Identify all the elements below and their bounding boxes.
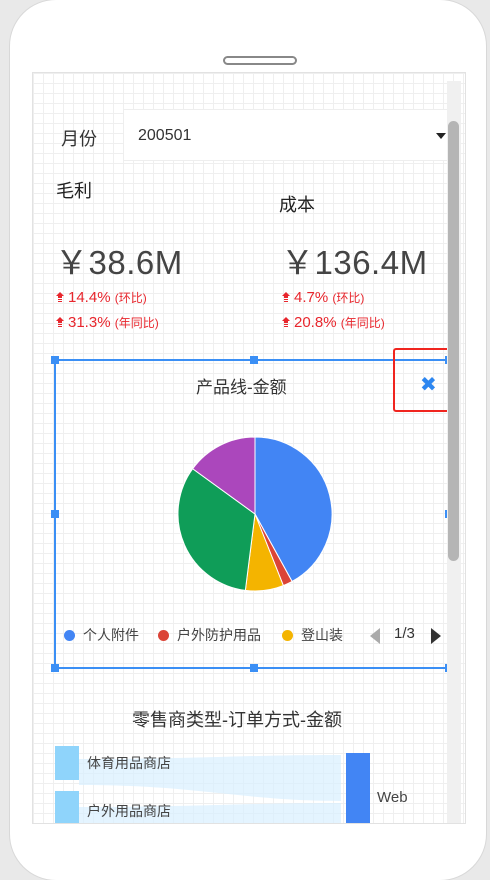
metric-title-cost: 成本	[279, 195, 315, 215]
metric-mom-gross-profit: 14.4% (环比)	[56, 289, 147, 306]
resize-handle-sw[interactable]	[51, 664, 59, 672]
pie-chart-widget[interactable]: 产品线-金额 ✖ 个人附件 户外防护用品 登山装 1/3	[51, 356, 453, 672]
yoy-label: (年同比)	[340, 316, 385, 330]
pie-slice[interactable]	[254, 436, 333, 583]
sankey-title: 零售商类型-订单方式-金额	[132, 710, 342, 730]
legend-item[interactable]: 个人附件	[64, 625, 139, 645]
up-arrow-icon	[56, 292, 64, 302]
legend-dot	[282, 630, 293, 641]
yoy-label: (年同比)	[114, 316, 159, 330]
legend-label: 登山装	[301, 627, 343, 643]
metric-yoy-gross-profit: 31.3% (年同比)	[56, 314, 159, 331]
chevron-down-icon[interactable]	[436, 133, 446, 139]
legend-pager: 1/3	[394, 625, 415, 642]
sankey-node[interactable]	[55, 791, 79, 824]
yoy-value: 31.3%	[68, 314, 111, 331]
sankey-right-label: Web	[377, 789, 408, 806]
pie-slice[interactable]	[177, 468, 256, 591]
resize-handle-nw[interactable]	[51, 356, 59, 364]
legend-item[interactable]: 户外防护用品	[158, 625, 261, 645]
sankey-node[interactable]	[346, 753, 370, 824]
legend-item[interactable]: 登山装	[282, 625, 378, 645]
legend-label: 户外防护用品	[177, 627, 261, 643]
resize-handle-w[interactable]	[51, 510, 59, 518]
mom-value: 14.4%	[68, 289, 111, 306]
metric-value-cost: ￥136.4M	[281, 244, 428, 281]
scrollbar-thumb[interactable]	[448, 121, 459, 561]
speaker-slot	[223, 56, 297, 65]
up-arrow-icon	[282, 292, 290, 302]
legend-dot	[158, 630, 169, 641]
dashboard-content: 月份 200501 毛利 ￥38.6M 14.4% (环比) 31.3% (年同…	[41, 81, 453, 824]
resize-handle-s[interactable]	[250, 664, 258, 672]
mom-value: 4.7%	[294, 289, 329, 306]
pie-slice[interactable]	[192, 436, 256, 515]
month-filter-label: 月份	[61, 129, 97, 149]
metric-title-gross-profit: 毛利	[56, 181, 92, 201]
metric-value-gross-profit: ￥38.6M	[55, 244, 183, 281]
chart-legend: 个人附件 户外防护用品 登山装 1/3	[64, 625, 444, 647]
close-icon[interactable]: ✖	[420, 374, 437, 396]
legend-label: 个人附件	[83, 627, 139, 643]
metric-yoy-cost: 20.8% (年同比)	[282, 314, 385, 331]
up-arrow-icon	[282, 317, 290, 327]
month-select[interactable]: 200501	[123, 109, 453, 161]
sankey-link	[79, 755, 341, 801]
dashboard-screen: 月份 200501 毛利 ￥38.6M 14.4% (环比) 31.3% (年同…	[32, 72, 466, 824]
close-highlight-box	[393, 348, 451, 412]
month-select-value: 200501	[138, 127, 192, 144]
up-arrow-icon	[56, 317, 64, 327]
metric-mom-cost: 4.7% (环比)	[282, 289, 364, 306]
sankey-chart	[55, 746, 370, 824]
yoy-value: 20.8%	[294, 314, 337, 331]
legend-next-icon[interactable]	[430, 628, 442, 644]
pie-chart	[177, 436, 333, 592]
mom-label: (环比)	[332, 291, 365, 305]
widget-title: 产品线-金额	[196, 378, 287, 397]
mom-label: (环比)	[114, 291, 147, 305]
sankey-node[interactable]	[55, 746, 79, 780]
legend-prev-icon[interactable]	[369, 628, 381, 644]
resize-handle-n[interactable]	[250, 356, 258, 364]
sankey-left-label: 户外用品商店	[87, 803, 171, 819]
sankey-left-label: 体育用品商店	[87, 755, 171, 771]
sankey-link	[79, 803, 341, 823]
legend-dot	[64, 630, 75, 641]
